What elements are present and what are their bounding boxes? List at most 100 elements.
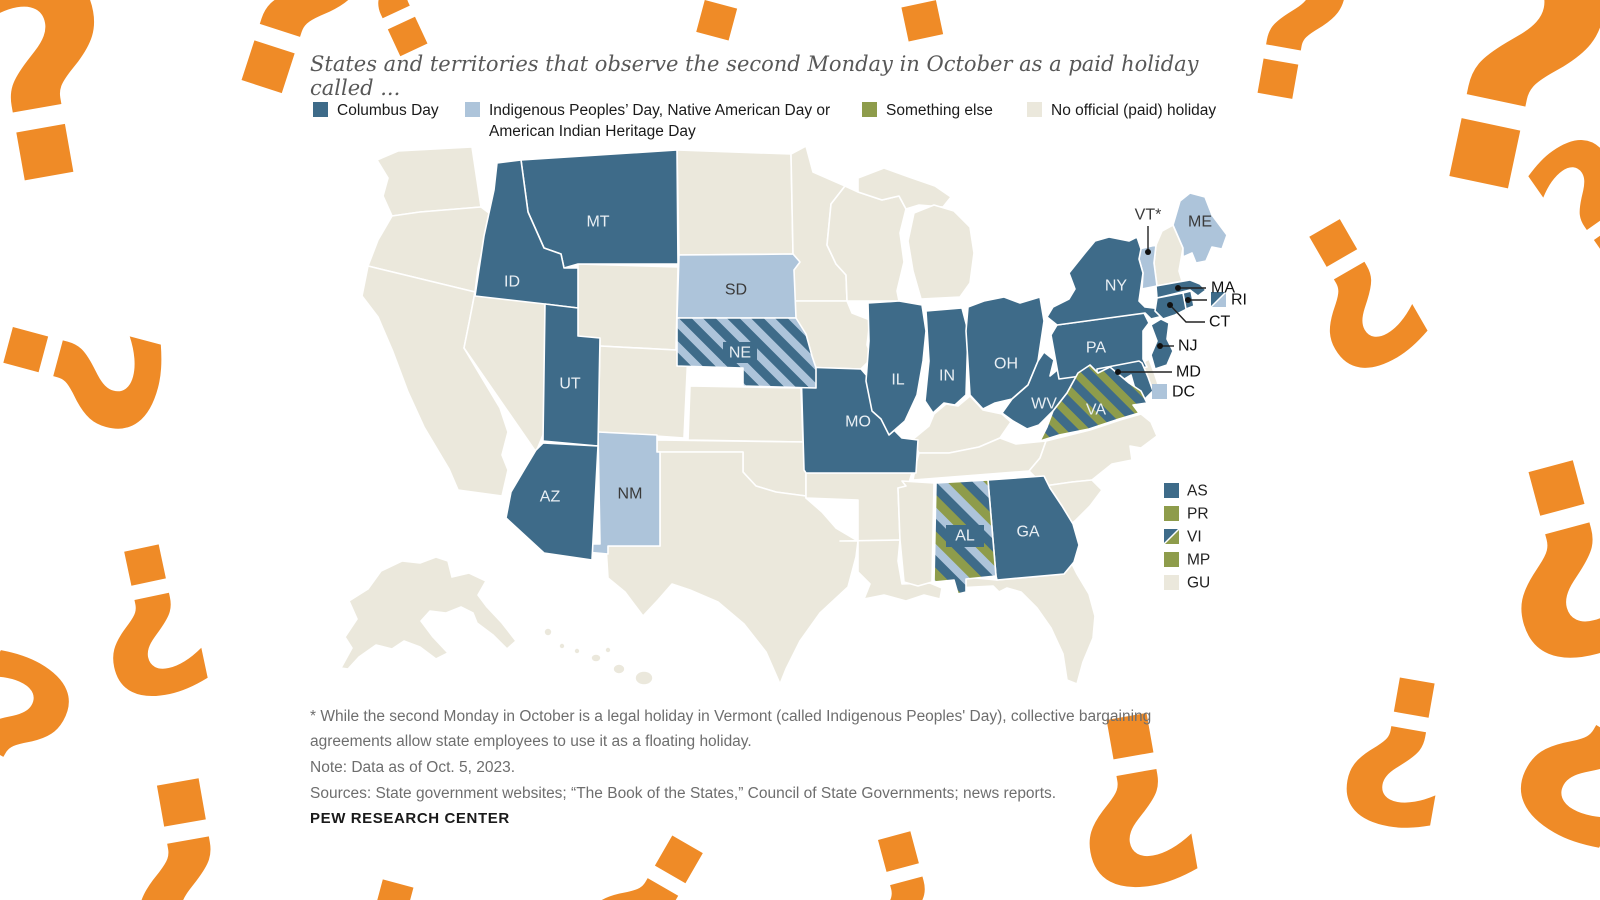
legend-item-no-holiday: No official (paid) holiday	[1027, 100, 1216, 121]
state-hi	[573, 647, 581, 655]
legend-item-something-else: Something else	[862, 100, 993, 121]
question-mark-decoration: ¿	[1325, 594, 1481, 845]
territory-swatch-pr	[1164, 506, 1179, 521]
footnote-asterisk: * While the second Monday in October is …	[310, 708, 1152, 750]
nj-leader-dot	[1157, 343, 1163, 349]
something-else-swatch	[862, 102, 877, 117]
callout-label-nj: NJ	[1178, 338, 1198, 355]
footnote-note: Note: Data as of Oct. 5, 2023.	[310, 759, 516, 776]
pew-research-center-brand: PEW RESEARCH CENTER	[310, 810, 510, 827]
state-label-ga: GA	[1016, 524, 1039, 541]
callout-label-ma: MA	[1211, 280, 1235, 297]
ne-label-chip	[723, 342, 757, 363]
state-fl	[952, 561, 1096, 685]
question-mark-decoration: ?	[0, 279, 211, 461]
state-label-vt: VT*	[1135, 207, 1162, 224]
columbus-day-swatch	[313, 102, 328, 117]
state-label-pa: PA	[1086, 340, 1106, 357]
territory-swatch-mp	[1164, 552, 1179, 567]
question-mark-decoration: ?	[91, 715, 278, 900]
legend-label: No official (paid) holiday	[1051, 102, 1217, 119]
state-hi	[634, 670, 654, 686]
state-label-nm: NM	[618, 486, 643, 503]
territory-label-vi: VI	[1187, 529, 1202, 546]
state-label-wv: WV	[1031, 396, 1057, 413]
state-hi	[590, 653, 602, 663]
state-label-ut: UT	[559, 376, 581, 393]
state-label-ne: NE	[729, 345, 751, 362]
al-label-chip	[946, 525, 984, 547]
footnotes: * While the second Monday in October is …	[310, 704, 1230, 807]
legend-item-indigenous-day: Indigenous Peoples’ Day, Native American…	[465, 100, 859, 142]
callout-label-ct: CT	[1209, 314, 1231, 331]
state-ms	[897, 480, 935, 587]
state-nd	[676, 149, 794, 256]
state-ga	[987, 475, 1080, 581]
state-wa	[376, 146, 482, 217]
territory-swatch-gu	[1164, 575, 1179, 590]
ri-split-swatch	[1210, 291, 1227, 308]
state-ak	[340, 556, 517, 670]
state-ut	[542, 303, 601, 447]
state-label-al: AL	[955, 528, 975, 545]
state-me	[1172, 192, 1228, 264]
state-hi	[604, 646, 612, 654]
ma-leader-dot	[1175, 285, 1181, 291]
question-mark-decoration: ?	[0, 0, 150, 255]
state-label-mo: MO	[845, 414, 871, 431]
us-map: MT ID UT AZ NM SD NE MO IL IN OH WV VA P…	[340, 145, 1247, 686]
state-label-mt: MT	[586, 214, 609, 231]
legend-item-columbus-day: Columbus Day	[313, 100, 439, 121]
ct-leader-dot	[1167, 302, 1173, 308]
indigenous-day-swatch	[465, 102, 480, 117]
state-hi	[543, 627, 553, 637]
state-va	[1039, 364, 1148, 442]
vt-leader-dot	[1145, 249, 1151, 255]
ct-leader-line	[1169, 304, 1205, 323]
no-holiday-swatch	[1027, 102, 1042, 117]
dc-swatch	[1152, 384, 1167, 399]
territory-label-as: AS	[1187, 483, 1208, 500]
callout-label-ri: RI	[1231, 292, 1247, 309]
md-leader-dot	[1115, 369, 1121, 375]
state-label-il: IL	[891, 372, 904, 389]
state-label-oh: OH	[994, 356, 1018, 373]
callout-label-dc: DC	[1172, 384, 1195, 401]
state-label-sd: SD	[725, 282, 747, 299]
state-label-va: VA	[1086, 402, 1106, 419]
callout-label-md: MD	[1176, 364, 1201, 381]
territory-label-mp: MP	[1187, 552, 1210, 569]
state-id	[474, 159, 579, 309]
state-label-id: ID	[504, 274, 520, 291]
question-mark-decoration: ?	[1215, 0, 1371, 155]
legend-label: Indigenous Peoples’ Day, Native American…	[489, 102, 831, 140]
territory-label-gu: GU	[1187, 575, 1210, 592]
state-il	[865, 300, 927, 436]
state-hi	[558, 642, 566, 650]
territory-legend: AS PR VI MP GU	[1163, 483, 1210, 592]
territory-swatch-vi	[1163, 528, 1180, 545]
legend-label: Something else	[886, 102, 993, 119]
state-ny	[1046, 236, 1168, 326]
question-mark-decoration: ?	[823, 779, 987, 900]
legend-label: Columbus Day	[337, 102, 439, 119]
state-ks	[687, 385, 804, 443]
state-mi	[907, 204, 975, 300]
state-label-ny: NY	[1105, 278, 1128, 295]
state-label-az: AZ	[540, 489, 561, 506]
question-mark-decoration: ¿	[305, 803, 460, 900]
state-tx	[605, 451, 859, 685]
question-mark-decoration: ?	[0, 604, 112, 865]
chart-title: States and territories that observe the …	[310, 52, 1199, 100]
state-label-me: ME	[1188, 214, 1212, 231]
state-az	[505, 442, 599, 561]
territory-swatch-as	[1164, 483, 1179, 498]
territory-label-pr: PR	[1187, 506, 1209, 523]
state-label-in: IN	[939, 368, 955, 385]
state-in	[924, 307, 969, 414]
footnote-sources: Sources: State government websites; “The…	[310, 785, 1057, 802]
state-hi	[612, 663, 626, 675]
state-wi	[826, 185, 907, 302]
state-co	[597, 345, 689, 439]
